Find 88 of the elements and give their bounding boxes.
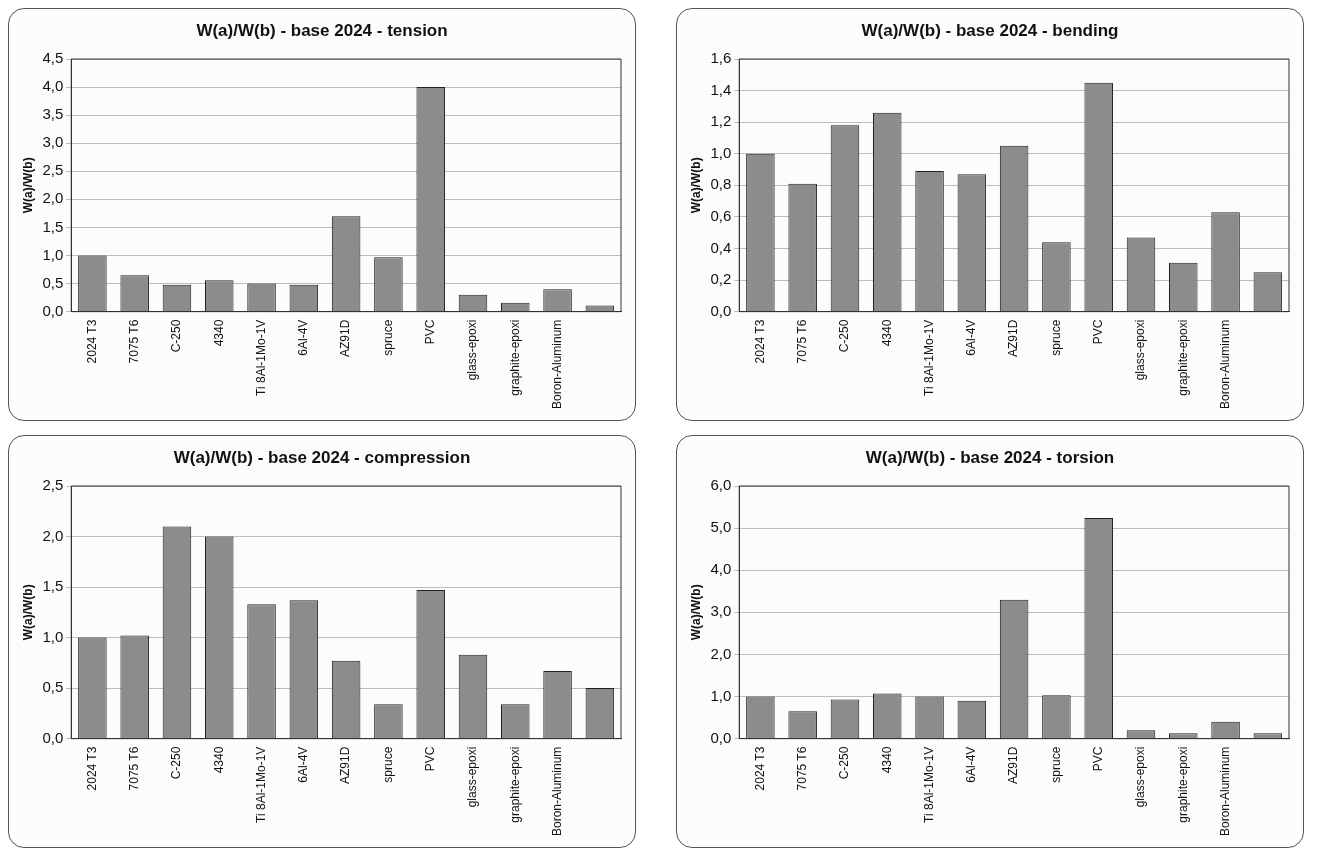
x-tick-label: AZ91D (338, 746, 353, 784)
x-tick-label: C-250 (837, 319, 852, 353)
y-tick-label: 2,5 (42, 161, 64, 179)
x-tick-label: AZ91D (1006, 319, 1021, 357)
y-tick-label: 0,0 (710, 728, 732, 746)
y-tick-label: 1,2 (710, 112, 732, 130)
chart-title: W(a)/W(b) - base 2024 - tension (195, 21, 449, 41)
y-tick-label: 0,5 (42, 273, 64, 291)
x-tick-label: spruce (380, 319, 395, 356)
x-tick-label: Boron-Aluminum (1217, 746, 1232, 837)
x-tick-label: glass-epoxi (1133, 319, 1148, 381)
chart-title: W(a)/W(b) - base 2024 - bending (860, 21, 1120, 41)
y-tick-label: 2,0 (42, 526, 64, 544)
y-tick-label: 0,4 (710, 238, 732, 256)
x-tick-label: Ti 8Al-1Mo-1V (253, 746, 268, 823)
chart-title: W(a)/W(b) - base 2024 - torsion (864, 448, 1116, 468)
y-tick-label: 0,5 (42, 678, 64, 696)
x-tick-label: AZ91D (1006, 746, 1021, 784)
x-tick-label: Boron-Aluminum (549, 746, 564, 837)
x-tick-label: 7075 T6 (795, 746, 809, 791)
x-tick-label: glass-epoxi (1133, 746, 1148, 808)
x-tick-label: graphite-epoxi (1175, 746, 1190, 823)
y-tick-label: 1,5 (42, 577, 64, 595)
x-tick-label: spruce (1048, 319, 1063, 356)
x-tick-label: 2024 T3 (752, 319, 767, 364)
y-tick-label: 3,5 (42, 105, 64, 123)
x-tick-label: Boron-Aluminum (1217, 319, 1232, 410)
y-tick-label: 4,0 (710, 560, 732, 578)
x-tick-label: PVC (1091, 746, 1106, 772)
y-tick-label: 1,4 (710, 80, 732, 98)
y-tick-label: 0,0 (710, 301, 732, 319)
x-tick-label: glass-epoxi (465, 319, 480, 381)
y-axis-title: W(a)/W(b) (20, 157, 35, 214)
y-tick-label: 0,0 (42, 301, 64, 319)
x-tick-label: Ti 8Al-1Mo-1V (921, 319, 936, 396)
x-tick-label: PVC (1091, 319, 1106, 345)
y-tick-label: 1,0 (42, 627, 64, 645)
x-tick-label: graphite-epoxi (507, 319, 522, 396)
y-tick-label: 1,6 (710, 49, 732, 67)
x-tick-label: 4340 (211, 319, 226, 347)
x-tick-label: spruce (1048, 746, 1063, 783)
y-tick-label: 1,0 (710, 143, 732, 161)
x-tick-label: 4340 (879, 319, 894, 347)
x-tick-label: glass-epoxi (465, 746, 480, 808)
x-tick-label: 2024 T3 (752, 746, 767, 791)
x-tick-label: 7075 T6 (795, 319, 809, 364)
x-tick-label: C-250 (169, 746, 184, 780)
x-tick-label: 6Al-4V (296, 319, 311, 356)
x-tick-label: 6Al-4V (296, 746, 311, 783)
y-axis-title: W(a)/W(b) (20, 584, 35, 641)
y-tick-label: 2,0 (710, 644, 732, 662)
x-tick-label: 4340 (211, 746, 226, 774)
x-tick-label: spruce (380, 746, 395, 783)
x-tick-label: 7075 T6 (127, 319, 141, 364)
y-tick-label: 4,0 (42, 77, 64, 95)
chart-title: W(a)/W(b) - base 2024 - compression (172, 448, 472, 468)
y-tick-label: 2,5 (42, 476, 64, 494)
x-tick-label: graphite-epoxi (1175, 319, 1190, 396)
y-tick-label: 1,0 (42, 245, 64, 263)
y-tick-label: 2,0 (42, 189, 64, 207)
x-tick-label: 4340 (879, 746, 894, 774)
x-tick-label: PVC (423, 746, 438, 772)
x-tick-label: C-250 (837, 746, 852, 780)
x-tick-label: 7075 T6 (127, 746, 141, 791)
x-tick-label: 6Al-4V (964, 746, 979, 783)
y-axis-title: W(a)/W(b) (688, 584, 703, 641)
y-tick-label: 4,5 (42, 49, 64, 67)
y-tick-label: 5,0 (710, 518, 732, 536)
x-tick-label: 2024 T3 (84, 319, 99, 364)
y-tick-label: 3,0 (42, 133, 64, 151)
y-tick-label: 1,5 (42, 217, 64, 235)
y-tick-label: 0,2 (710, 270, 732, 288)
y-axis-title: W(a)/W(b) (688, 157, 703, 214)
y-tick-label: 3,0 (710, 602, 732, 620)
y-tick-label: 0,6 (710, 207, 732, 225)
y-tick-label: 1,0 (710, 686, 732, 704)
y-tick-label: 6,0 (710, 476, 732, 494)
x-tick-label: Ti 8Al-1Mo-1V (253, 319, 268, 396)
x-tick-label: Boron-Aluminum (549, 319, 564, 410)
x-tick-label: AZ91D (338, 319, 353, 357)
x-tick-label: PVC (423, 319, 438, 345)
x-tick-label: 2024 T3 (84, 746, 99, 791)
x-tick-label: graphite-epoxi (507, 746, 522, 823)
x-tick-label: Ti 8Al-1Mo-1V (921, 746, 936, 823)
y-tick-label: 0,8 (710, 175, 732, 193)
x-tick-label: 6Al-4V (964, 319, 979, 356)
y-tick-label: 0,0 (42, 728, 64, 746)
x-tick-label: C-250 (169, 319, 184, 353)
